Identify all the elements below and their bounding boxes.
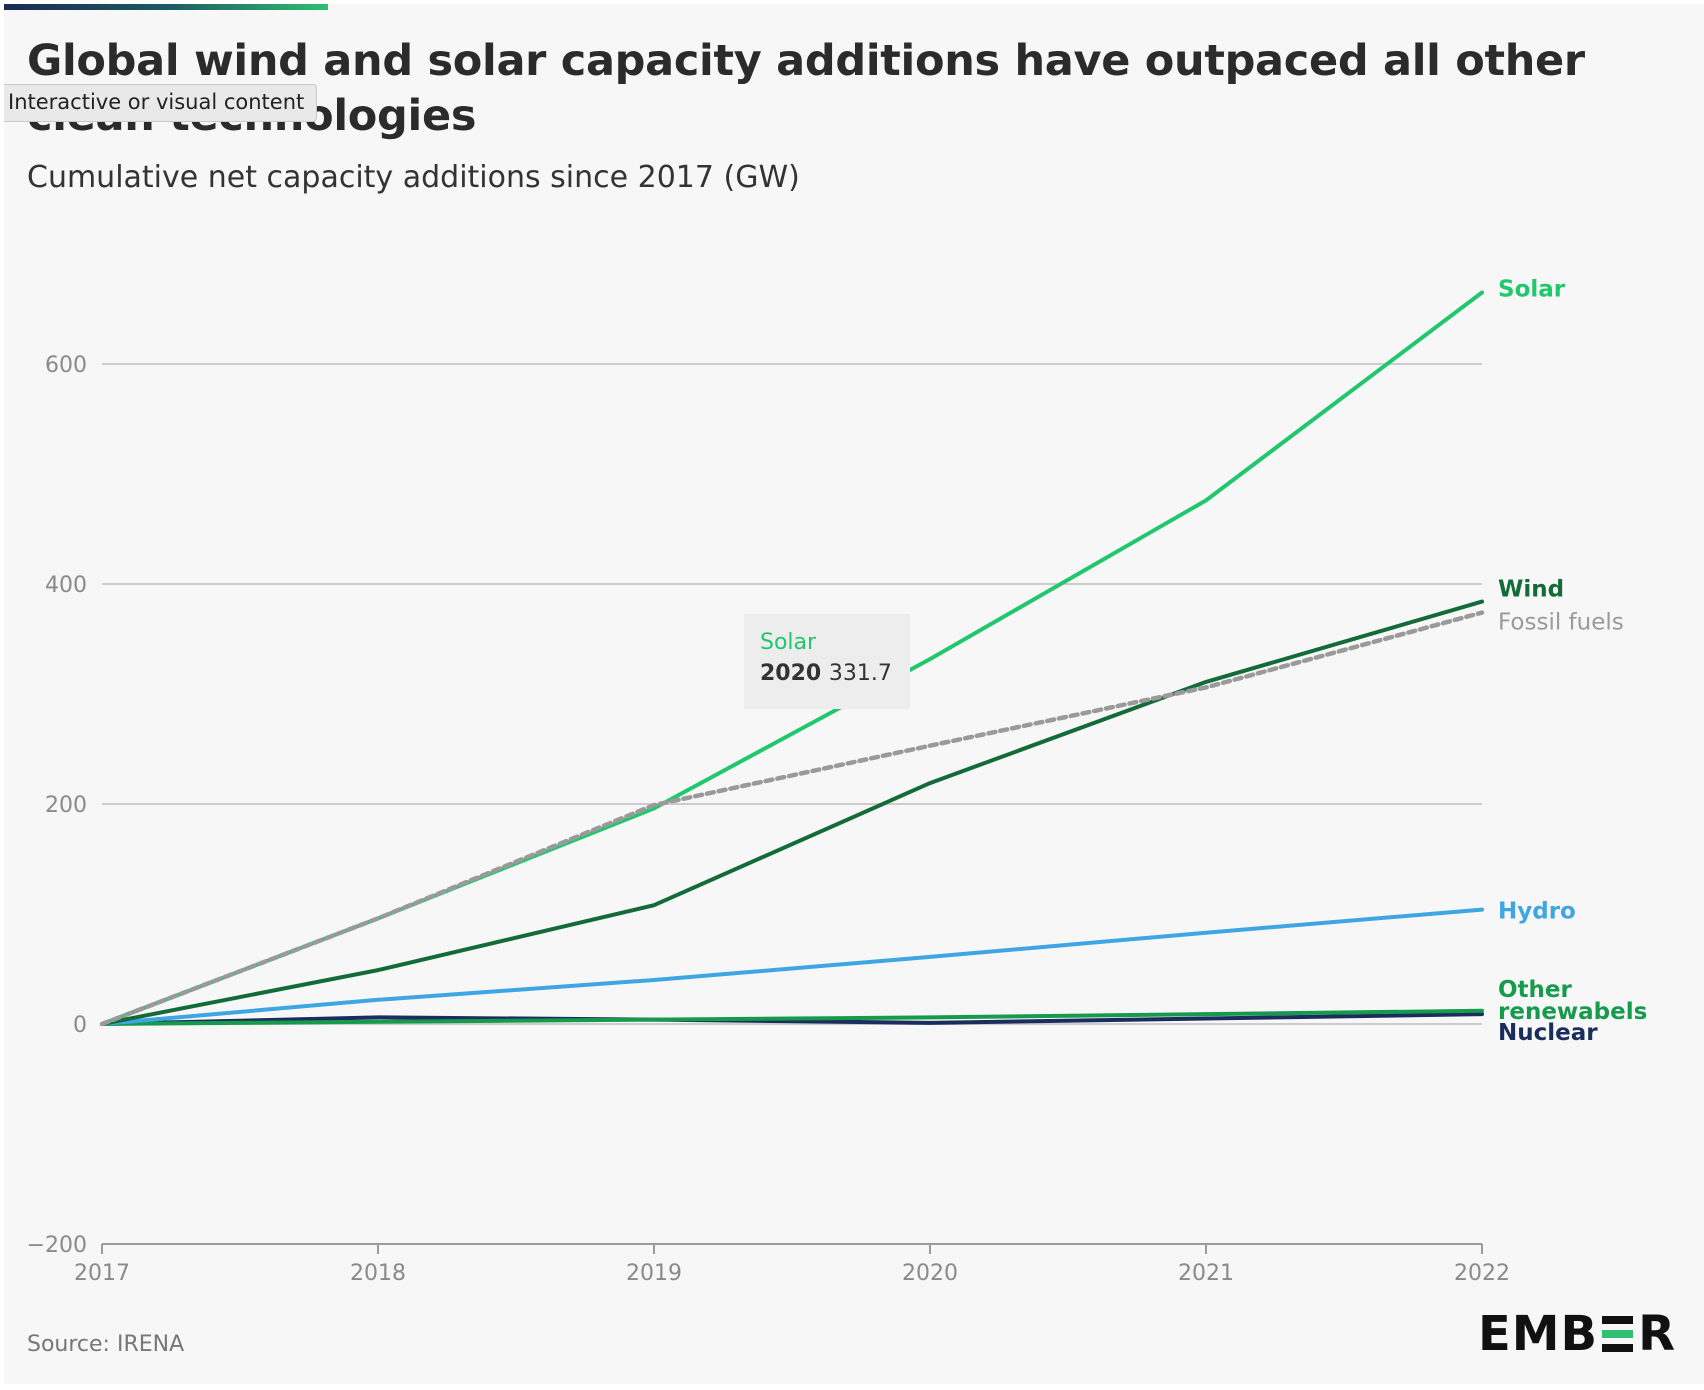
line-chart: −200 0 200 400 600 2017 2018 2019 2020 2021 2022 So… <box>27 277 1648 1287</box>
x-tick-label: 2021 <box>1178 1261 1234 1286</box>
tooltip-series-label: Solar <box>760 630 817 655</box>
y-tick-label: 600 <box>45 353 87 378</box>
series-label-wind: Wind <box>1498 577 1564 603</box>
series-label-solar: Solar <box>1498 277 1566 303</box>
tooltip-box <box>744 614 910 709</box>
source-note: Source: IRENA <box>27 1332 185 1357</box>
series-line-other-renewabels <box>100 1008 1484 1026</box>
x-tick-label: 2019 <box>626 1261 682 1286</box>
series-label-hydro: Hydro <box>1498 899 1576 925</box>
logo-text-end: R <box>1638 1306 1677 1362</box>
series-line-wind <box>100 599 1484 1026</box>
series-line-fossil-fuels <box>99 610 1485 1027</box>
y-tick-label: 0 <box>73 1013 87 1038</box>
chart-subtitle: Cumulative net capacity additions since … <box>27 160 800 195</box>
series-line-hydro <box>100 907 1484 1026</box>
y-tick-label: 400 <box>45 573 87 598</box>
series-label-nuclear: Nuclear <box>1498 1020 1598 1046</box>
x-tick-label: 2018 <box>350 1261 406 1286</box>
chart-card: −200 0 200 400 600 2017 2018 2019 2020 2021 2022 So… <box>4 4 1704 1384</box>
logo-text-start: EMB <box>1478 1306 1599 1362</box>
y-tick-label: 200 <box>45 793 87 818</box>
y-tick-label: −200 <box>27 1233 87 1258</box>
logo-e-mark <box>1602 1316 1634 1352</box>
x-tick-label: 2020 <box>902 1261 958 1286</box>
x-tick-label: 2022 <box>1454 1261 1510 1286</box>
series-label-other-renewabels: Other renewabels <box>1498 977 1647 1025</box>
accent-bar <box>4 4 328 10</box>
interactive-content-badge[interactable]: Interactive or visual content <box>4 84 318 122</box>
tooltip-value: 2020 331.7 <box>760 661 892 686</box>
series-line-nuclear <box>100 1012 1484 1026</box>
x-tick-label: 2017 <box>74 1261 130 1286</box>
ember-logo: EMB R <box>1478 1306 1676 1362</box>
series-label-fossil-fuels: Fossil fuels <box>1498 610 1624 636</box>
